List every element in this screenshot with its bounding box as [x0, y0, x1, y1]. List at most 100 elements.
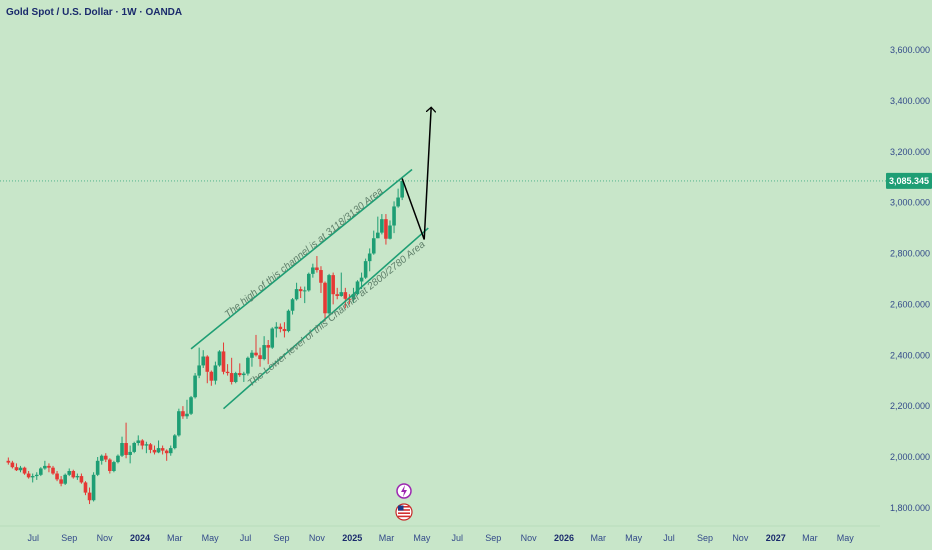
candle-body — [205, 356, 210, 372]
candle-body — [237, 373, 242, 376]
candle-body — [148, 444, 153, 450]
candle — [75, 473, 80, 480]
candle-body — [140, 440, 145, 446]
current-price-tag — [886, 172, 932, 189]
candle — [380, 214, 384, 235]
candle — [274, 322, 279, 338]
candle-body — [262, 345, 266, 360]
time-tick-label: Mar — [590, 533, 606, 543]
candle-body — [168, 448, 173, 454]
time-tick-label: Nov — [732, 533, 749, 543]
price-tick-label: 1,800.000 — [890, 503, 930, 513]
candle-body — [14, 467, 19, 471]
candle — [128, 445, 132, 464]
candle-body — [335, 294, 340, 296]
candle-body — [319, 270, 323, 283]
candle-body — [359, 277, 364, 282]
candle — [323, 281, 327, 321]
candle-body — [22, 467, 27, 474]
candle-body — [197, 365, 201, 376]
candle-body — [339, 292, 344, 296]
candle-body — [87, 492, 92, 501]
candle — [112, 460, 116, 473]
candle-body — [91, 474, 96, 501]
time-tick-label: Jul — [452, 533, 464, 543]
us-flag-stripe — [398, 515, 410, 518]
candle — [144, 441, 149, 454]
candle-body — [367, 253, 372, 262]
candle-body — [189, 397, 193, 414]
candle-body — [43, 465, 47, 469]
candle — [209, 370, 214, 386]
candle — [217, 350, 222, 367]
candle-body — [331, 275, 335, 295]
candle-body — [30, 476, 35, 478]
candle-body — [400, 181, 404, 198]
candle-body — [120, 443, 124, 456]
candle — [351, 287, 356, 304]
candle-body — [254, 352, 258, 356]
candle — [237, 363, 242, 377]
current-price-tag-text: 3,085.345 — [889, 176, 929, 186]
projection-arrow — [401, 107, 431, 240]
candle — [392, 201, 396, 234]
price-tick-label: 2,800.000 — [890, 249, 930, 259]
us-flag-stripe — [398, 512, 410, 514]
us-flag-canton — [398, 505, 404, 511]
candle-body — [258, 355, 262, 360]
candle — [355, 280, 360, 296]
candle — [339, 272, 344, 297]
candle — [160, 445, 165, 455]
candle — [266, 339, 270, 365]
candle-body — [116, 455, 120, 463]
candle-body — [103, 455, 108, 460]
candle-body — [347, 298, 352, 300]
candle — [91, 472, 96, 502]
candle-body — [99, 455, 104, 461]
candle — [136, 435, 141, 446]
candle — [26, 470, 31, 479]
candle-body — [128, 451, 132, 455]
candle — [189, 395, 193, 416]
candle — [95, 457, 100, 477]
candle-body — [278, 326, 283, 330]
candle — [246, 356, 250, 376]
time-tick-label: Mar — [379, 533, 395, 543]
candle-body — [327, 275, 331, 314]
candle-body — [294, 289, 299, 300]
candle — [51, 465, 55, 475]
candle — [22, 466, 27, 475]
candle — [282, 322, 287, 338]
chart-title: Gold Spot / U.S. Dollar · 1W · OANDA — [6, 7, 183, 18]
candle — [156, 440, 161, 454]
candle-body — [306, 273, 311, 291]
candle — [43, 460, 47, 470]
candle — [225, 364, 230, 376]
candle-body — [39, 468, 43, 475]
candle-body — [290, 299, 295, 311]
candle-body — [132, 443, 136, 452]
time-tick-label: Nov — [97, 533, 114, 543]
time-tick-label: 2025 — [342, 533, 362, 543]
candle-body — [323, 282, 327, 314]
time-tick-label: Mar — [802, 533, 818, 543]
candle-body — [108, 459, 112, 471]
candle — [18, 465, 23, 473]
candle-body — [51, 467, 55, 474]
time-tick-label: Nov — [521, 533, 538, 543]
candle — [302, 286, 307, 304]
candle-body — [185, 413, 189, 417]
candle — [14, 463, 19, 471]
candle — [39, 467, 43, 477]
candle — [376, 216, 380, 239]
candle-body — [298, 289, 303, 292]
candle — [120, 436, 124, 457]
candle-body — [213, 365, 218, 381]
candle-body — [59, 479, 63, 484]
price-tick-label: 3,600.000 — [890, 45, 930, 55]
candle — [34, 472, 39, 480]
candle-body — [351, 294, 356, 300]
candle-body — [343, 292, 348, 299]
time-tick-label: 2027 — [766, 533, 786, 543]
candle — [132, 441, 136, 454]
